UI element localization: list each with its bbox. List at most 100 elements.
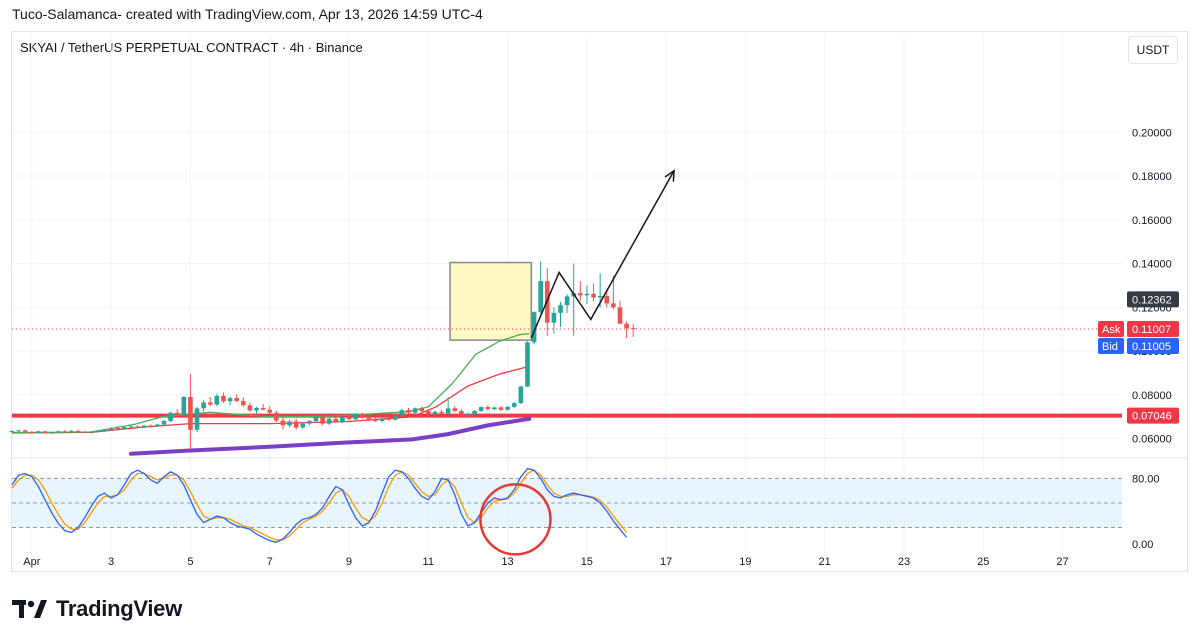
candle-down (82, 431, 88, 433)
candle-up (392, 415, 398, 420)
support-line[interactable] (12, 328, 1122, 418)
candle-up (161, 421, 167, 425)
candle-up (88, 431, 94, 433)
time-tick-label: 27 (1056, 556, 1068, 568)
last-price-tag-bg (1127, 291, 1179, 308)
moving-averages (11, 332, 532, 456)
candle-up (49, 432, 54, 434)
candle-up (155, 424, 160, 427)
candle-down (386, 418, 391, 420)
candle-up (538, 281, 543, 313)
time-tick-label: 19 (739, 556, 751, 568)
candle-down (221, 395, 226, 402)
stoch-d-line (11, 469, 628, 541)
candle-down (578, 293, 583, 296)
candle-down (459, 410, 464, 416)
price-tick-label: 0.18000 (1132, 171, 1172, 183)
support-price-tag-bg (1127, 407, 1179, 424)
consolidation-rectangle (449, 261, 533, 341)
candle-up (564, 296, 570, 306)
candle-up (122, 427, 127, 429)
stoch-axis: 80.00 0.00 (1132, 473, 1160, 551)
ask-price-text: 0.11007 (1132, 324, 1171, 336)
highlight-circle (479, 483, 552, 556)
candle-up (340, 417, 345, 422)
candle-down (115, 428, 121, 430)
tradingview-logo[interactable]: TradingView (12, 596, 182, 622)
candle-down (22, 430, 28, 432)
candle-down (293, 421, 299, 428)
candle-down (498, 407, 504, 410)
tradingview-logo-icon (12, 600, 47, 618)
candle-up (55, 431, 61, 433)
chart-frame (11, 31, 1188, 572)
candle-up (9, 431, 15, 433)
projection-arrow-head (664, 169, 675, 182)
candle-down (485, 407, 491, 410)
ema-mid-line (11, 365, 530, 434)
time-tick-label: Apr (23, 556, 40, 568)
time-tick-label: 3 (108, 556, 114, 568)
candle-up (287, 421, 292, 426)
price-tick-label: 0.08000 (1132, 390, 1172, 402)
candle-down (406, 410, 411, 413)
candle-up (194, 408, 200, 430)
time-tick-label: 23 (898, 556, 910, 568)
ema-slow-line (128, 416, 532, 456)
time-tick-label: 11 (423, 556, 434, 568)
candle-down (373, 419, 378, 422)
candle-down (320, 417, 325, 424)
candle-up (465, 414, 471, 416)
time-tick-label: 13 (501, 556, 513, 568)
consolidation-box (449, 261, 533, 341)
candle-down (260, 407, 266, 410)
candle-up (16, 430, 21, 432)
bid-title-bg (1098, 338, 1124, 355)
candle-down (333, 418, 339, 422)
candle-up (525, 342, 530, 387)
candle-up (95, 430, 101, 432)
candle-down (591, 293, 596, 298)
candle-up (597, 295, 603, 298)
candle-down (207, 402, 213, 405)
candle-down (42, 431, 48, 434)
candle-up (128, 426, 134, 428)
candle-up (36, 431, 41, 433)
candle-up (412, 408, 418, 413)
price-axis[interactable]: 0.200000.180000.160000.140000.120000.100… (1132, 127, 1172, 445)
ask-title: Ask (1102, 324, 1121, 336)
stoch-lines (11, 467, 628, 543)
candle-up (558, 305, 563, 313)
candle-down (426, 411, 431, 415)
time-tick-label: 25 (977, 556, 989, 568)
time-axis[interactable]: Apr 3 5 7 9 11 13 15 17 19 21 23 25 27 (23, 556, 1068, 568)
currency-selector[interactable]: USDT (1128, 36, 1178, 64)
time-tick-label: 17 (660, 556, 672, 568)
bid-price-bg (1127, 338, 1179, 355)
stoch-highlight-circle[interactable] (479, 483, 552, 556)
candle-up (399, 410, 405, 416)
stoch-tick-label: 0.00 (1132, 539, 1153, 551)
time-tick-label: 7 (267, 556, 273, 568)
candle-down (346, 417, 352, 420)
candle-up (181, 396, 187, 415)
candle-up (432, 411, 438, 415)
candle-up (102, 429, 107, 431)
candle-down (188, 396, 193, 430)
bid-price-text: 0.11005 (1132, 341, 1171, 353)
candle-up (307, 421, 312, 424)
candle-down (240, 400, 246, 406)
stoch-tick-label: 80.00 (1132, 473, 1160, 485)
candle-up (141, 425, 147, 428)
candle-down (267, 409, 273, 413)
candles (9, 261, 636, 450)
candle-up (353, 414, 358, 420)
candle-down (630, 328, 636, 330)
candle-down (174, 412, 180, 415)
candle-down (29, 431, 35, 433)
projection-path[interactable] (530, 169, 675, 339)
candle-down (439, 411, 444, 414)
candle-up (69, 430, 74, 432)
candle-up (445, 408, 451, 414)
